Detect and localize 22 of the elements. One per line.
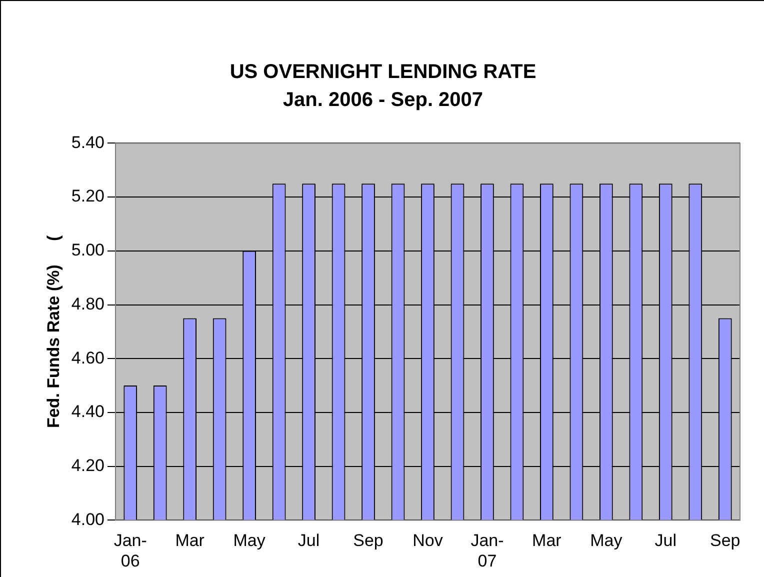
y-tick-label: 4.60 (71, 348, 104, 368)
x-tick-label: Jul (298, 531, 320, 550)
x-tick-label: Mar (175, 531, 205, 550)
x-tick-label: Nov (412, 531, 444, 550)
y-tick-label: 5.00 (71, 240, 104, 260)
x-tick-label: Jan-06 (114, 531, 147, 570)
x-tick-label: May (233, 531, 266, 550)
x-tick-label: Jan-07 (470, 531, 504, 570)
chart-subtitle: Jan. 2006 - Sep. 2007 (282, 89, 484, 112)
y-tick-label: 4.80 (71, 294, 104, 314)
chart-title: US OVERNIGHT LENDING RATE (228, 61, 538, 84)
y-tick-label: 4.40 (71, 402, 104, 422)
x-tick-label: Jul (654, 531, 677, 550)
y-tick-label: 4.00 (71, 510, 104, 529)
y-axis-title: Fed. Funds Rate (%) ( (44, 235, 63, 428)
y-tick-label: 4.20 (71, 456, 104, 476)
x-tick-label: May (590, 531, 623, 550)
x-tick-label: Sep (710, 531, 740, 550)
x-tick-label: Sep (353, 531, 384, 550)
y-tick-label: 5.40 (71, 132, 104, 152)
x-tick-label: Mar (532, 531, 562, 550)
y-tick-label: 5.20 (71, 186, 104, 206)
